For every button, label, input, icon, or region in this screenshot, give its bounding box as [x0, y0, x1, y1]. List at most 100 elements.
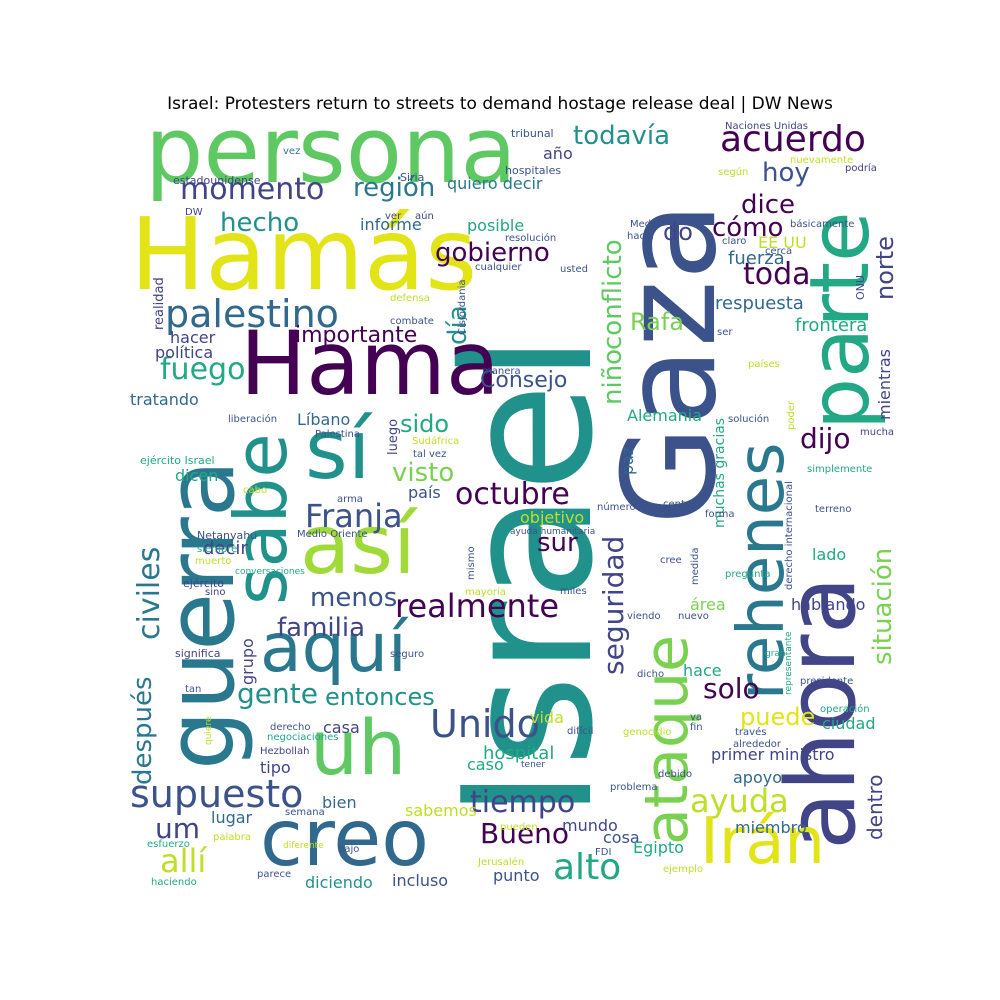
word-tiempo: tiempo: [470, 785, 576, 820]
word-hecho: hecho: [220, 208, 300, 238]
word-cisjordania: Cisjordania: [457, 279, 468, 335]
word-ayuda: ayuda: [690, 782, 789, 820]
word-muerto: muerto: [195, 556, 232, 567]
word-hamas: Hamás: [130, 196, 478, 313]
word-casa: casa: [323, 718, 360, 737]
word-nuevo: nuevo: [678, 611, 709, 622]
word-nuevamente: nuevamente: [790, 155, 854, 166]
word-dicen: dicen: [175, 466, 219, 485]
word-conflicto: conflicto: [598, 239, 628, 350]
word-manera: manera: [482, 366, 521, 377]
word-hama: Hama: [240, 312, 500, 415]
word-bien: bien: [322, 793, 357, 812]
word-siria: Siria: [400, 171, 425, 184]
word-alemania: Alemania: [627, 406, 703, 425]
word-esfuerzo: esfuerzo: [147, 839, 190, 850]
word-tan: tan: [185, 684, 202, 695]
word-sido: sido: [400, 410, 450, 438]
word-realmente: realmente: [395, 587, 560, 625]
word-semana: semana: [285, 807, 325, 818]
word-haciendo: haciendo: [151, 877, 197, 888]
word-arma: arma: [337, 494, 363, 505]
word-fin: fin: [690, 722, 703, 733]
word-estadounidense: estadounidense: [173, 174, 261, 187]
word-podria: podría: [845, 163, 877, 174]
word-solo: solo: [703, 672, 760, 705]
word-mucha: mucha: [860, 427, 895, 438]
word-cerca: cerca: [765, 246, 793, 257]
word-ee-uu: EE UU: [758, 233, 807, 252]
word-numero: número: [597, 502, 636, 513]
word-apoyo: apoyo: [733, 768, 783, 787]
word-traves: través: [735, 727, 767, 738]
word-dicho: dicho: [637, 669, 665, 680]
word-importante: importante: [295, 323, 418, 348]
word-negociaciones: negociaciones: [267, 732, 339, 743]
word-hospitales: hospitales: [505, 164, 562, 177]
word-unido: Unido: [430, 702, 540, 746]
word-visto: visto: [392, 458, 455, 488]
word-gobierno: gobierno: [435, 238, 550, 268]
word-egipto: Egipto: [633, 838, 684, 857]
word-hoy: hoy: [762, 158, 810, 188]
word-derecho: derecho: [270, 722, 311, 733]
word-sabemos: sabemos: [405, 801, 477, 820]
word-todavia: todavía: [573, 121, 671, 151]
word-cree: cree: [660, 555, 682, 566]
word-seguridad: seguridad: [597, 535, 630, 675]
word-uh: uh: [310, 703, 407, 792]
word-fuego: fuego: [160, 352, 246, 387]
word-norte: norte: [871, 236, 895, 300]
word-tribunal: tribunal: [511, 127, 554, 140]
word-alli: allí: [160, 842, 207, 880]
word-derecho-internacional: derecho internacional: [784, 481, 795, 590]
word-objetivo: objetivo: [520, 508, 585, 527]
word-significa: significa: [175, 647, 221, 660]
word-entonces: entonces: [325, 683, 435, 711]
word-politica: política: [155, 343, 214, 362]
word-consejo: Consejo: [480, 368, 568, 393]
word-alto: alto: [553, 847, 622, 888]
word-medida: medida: [690, 547, 701, 586]
word-medio: Medio: [630, 219, 661, 230]
word-hacia: hacia: [627, 231, 654, 242]
word-combate: combate: [390, 316, 434, 327]
word-resolucion: resolución: [505, 233, 557, 244]
word-medio-oriente: Medio Oriente: [297, 529, 368, 540]
word-creo: creo: [260, 794, 429, 884]
word-cloud: Israel Gaza Hamás persona ahora guerra H…: [125, 120, 895, 890]
word-mundo: mundo: [562, 816, 618, 835]
word-realidad: realidad: [152, 277, 167, 330]
word-fdi: FDI: [595, 847, 612, 858]
word-quiere: quiere: [204, 716, 214, 746]
word-nino: niño: [598, 348, 628, 405]
word-ejemplo: ejemplo: [663, 864, 704, 875]
word-civiles: civiles: [132, 546, 167, 640]
word-pregunta: pregunta: [725, 569, 771, 580]
word-ayuda-humanitaria: ayuda humanitaria: [510, 527, 596, 537]
word-solucion: solución: [728, 414, 770, 425]
word-miembro: miembro: [735, 818, 807, 837]
word-hace: hace: [683, 661, 722, 680]
word-region: región: [353, 173, 436, 203]
word-tal-vez: tal vez: [413, 449, 447, 460]
word-tratando: tratando: [130, 390, 199, 409]
word-toda: toda: [743, 257, 811, 292]
word-alrededor: alrededor: [733, 739, 782, 750]
word-um: um: [155, 812, 201, 845]
word-dificil: difícil: [567, 726, 594, 737]
word-persona: persona: [145, 120, 517, 204]
word-ser: ser: [717, 327, 733, 338]
word-sabe: sabe: [219, 433, 303, 605]
word-palestino: palestino: [165, 292, 339, 336]
word-punto: punto: [493, 866, 540, 885]
word-cosa: cosa: [603, 828, 640, 847]
word-octubre: octubre: [455, 477, 570, 512]
word-conversaciones: conversaciones: [235, 567, 305, 577]
word-simplemente: simplemente: [807, 464, 873, 475]
word-quiero-decir: quiero decir: [447, 174, 543, 193]
word-fuerza: fuerza: [728, 248, 785, 269]
word-miles: miles: [560, 586, 587, 597]
word-gran: gran: [765, 649, 786, 659]
word-lugar: lugar: [211, 808, 253, 827]
